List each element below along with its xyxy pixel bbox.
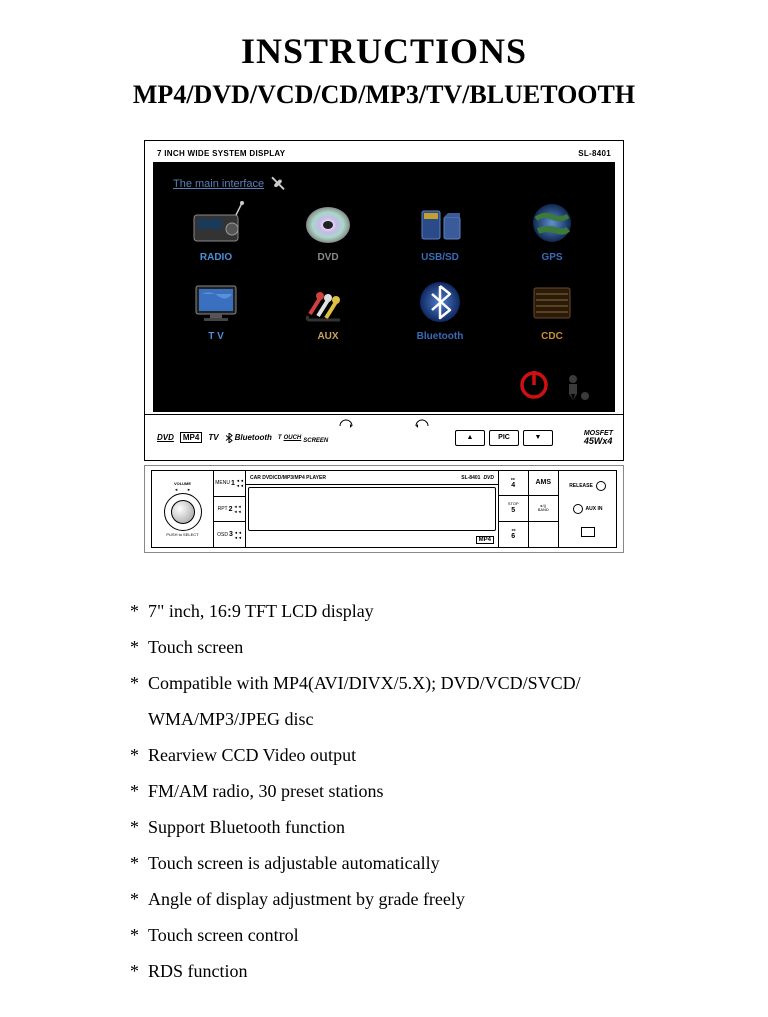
page-subtitle: MP4/DVD/VCD/CD/MP3/TV/BLUETOOTH xyxy=(40,80,728,110)
deck-btn-5[interactable]: STOP5 xyxy=(499,496,529,521)
usbsd-icon xyxy=(410,198,470,248)
app-gps-label: GPS xyxy=(541,252,562,263)
deck-lcd xyxy=(248,487,496,531)
screen-header-left: 7 INCH WIDE SYSTEM DISPLAY xyxy=(157,149,285,158)
screen-display: The main interface RADIO xyxy=(153,162,615,412)
release-button[interactable] xyxy=(596,481,606,491)
feature-item: *Support Bluetooth function xyxy=(130,809,688,845)
deck-center: CAR DVD/CD/MP3/MP4 PLAYER SL-8401 DVD MP… xyxy=(246,471,498,547)
logo-mp4: MP4 xyxy=(180,432,202,443)
deck-wrapper: VOLUME ◄ ► PUSH to SELECT MENU1◄◄◄◄ RPT2… xyxy=(144,465,624,553)
app-usbsd-label: USB/SD xyxy=(421,252,459,263)
app-tv-label: T V xyxy=(208,331,224,342)
page-title: INSTRUCTIONS xyxy=(40,30,728,72)
app-aux: AUX xyxy=(285,277,371,342)
app-dvd: DVD xyxy=(285,198,371,263)
deck-left-buttons: MENU1◄◄◄◄ RPT2◄◄◄◄ OSD3◄◄◄◄ xyxy=(214,471,246,547)
deck-btn-4[interactable]: ▸▸4 xyxy=(499,471,529,496)
radio-icon xyxy=(186,198,246,248)
deck-volume-section: VOLUME ◄ ► PUSH to SELECT xyxy=(152,471,214,547)
screen-header-right: SL-8401 xyxy=(578,149,611,158)
pic-controls: ▲ PIC ▼ xyxy=(455,430,553,446)
deck-btn-empty[interactable] xyxy=(529,522,559,547)
app-cdc: CDC xyxy=(509,277,595,342)
app-bluetooth: Bluetooth xyxy=(397,277,483,342)
feature-item-sub: WMA/MP3/JPEG disc xyxy=(130,701,688,737)
gps-icon xyxy=(522,198,582,248)
features-list: *7" inch, 16:9 TFT LCD display *Touch sc… xyxy=(40,593,728,989)
deck-player-label: CAR DVD/CD/MP3/MP4 PLAYER xyxy=(250,475,326,481)
feature-item: *FM/AM radio, 30 preset stations xyxy=(130,773,688,809)
deck-center-header: CAR DVD/CD/MP3/MP4 PLAYER SL-8401 DVD xyxy=(246,471,498,485)
deck-model: SL-8401 xyxy=(461,475,480,481)
volume-label: VOLUME xyxy=(174,481,191,486)
deck-btn-ams[interactable]: AMS xyxy=(529,471,559,496)
app-dvd-label: DVD xyxy=(317,252,338,263)
logo-dvd: DVD xyxy=(157,433,174,442)
feature-item: *Angle of display adjustment by grade fr… xyxy=(130,881,688,917)
feature-item: *Touch screen control xyxy=(130,917,688,953)
deck-mp4-logo: MP4 xyxy=(476,536,494,544)
pic-down-button[interactable]: ▼ xyxy=(523,430,553,446)
app-icon-grid: RADIO DVD USB/SD xyxy=(173,198,595,342)
deck-btn-band[interactable]: ▸/||BAND xyxy=(529,496,559,521)
pushto-label: PUSH to SELECT xyxy=(166,532,198,537)
deck-btn-menu[interactable]: MENU1◄◄◄◄ xyxy=(214,471,245,497)
person-icon xyxy=(561,372,591,402)
mosfet-bot: 45Wx4 xyxy=(584,437,613,446)
deck-far-right: RELEASE AUX IN xyxy=(558,471,616,547)
app-aux-label: AUX xyxy=(317,331,338,342)
app-radio: RADIO xyxy=(173,198,259,263)
feature-item: *Touch screen is adjustable automaticall… xyxy=(130,845,688,881)
auxin-jack[interactable] xyxy=(573,504,583,514)
deck-btn-osd[interactable]: OSD3◄◄◄◄ xyxy=(214,522,245,547)
tools-icon xyxy=(270,176,286,192)
deck: VOLUME ◄ ► PUSH to SELECT MENU1◄◄◄◄ RPT2… xyxy=(151,470,617,548)
cdc-icon xyxy=(522,277,582,327)
app-usbsd: USB/SD xyxy=(397,198,483,263)
deck-right-buttons: ▸▸4 AMS STOP5 ▸/||BAND ◂◂6 xyxy=(498,471,558,547)
mosfet-label: MOSFET 45Wx4 xyxy=(584,430,613,446)
logo-bluetooth: Bluetooth xyxy=(225,433,272,443)
auxin-row: AUX IN xyxy=(573,504,603,514)
pic-button[interactable]: PIC xyxy=(489,430,519,446)
app-bluetooth-label: Bluetooth xyxy=(417,331,464,342)
logo-tv: TV xyxy=(208,433,218,442)
feature-item: *Touch screen xyxy=(130,629,688,665)
feature-item: *Compatible with MP4(AVI/DIVX/5.X); DVD/… xyxy=(130,665,688,701)
app-gps: GPS xyxy=(509,198,595,263)
screen-header: 7 INCH WIDE SYSTEM DISPLAY SL-8401 xyxy=(153,147,615,162)
pic-up-button[interactable]: ▲ xyxy=(455,430,485,446)
deck-btn-rpt[interactable]: RPT2◄◄◄◄ xyxy=(214,497,245,523)
interface-title: The main interface xyxy=(173,176,595,192)
feature-item: *RDS function xyxy=(130,953,688,989)
deck-btn-6[interactable]: ◂◂6 xyxy=(499,522,529,547)
feature-item: *Rearview CCD Video output xyxy=(130,737,688,773)
sd-slot[interactable] xyxy=(581,527,595,537)
deck-dvd-logo: DVD xyxy=(483,475,494,481)
screen-bezel: 7 INCH WIDE SYSTEM DISPLAY SL-8401 The m… xyxy=(144,140,624,415)
interface-title-text: The main interface xyxy=(173,178,264,190)
app-radio-label: RADIO xyxy=(200,252,232,263)
volume-knob[interactable] xyxy=(164,493,202,531)
sd-row xyxy=(581,527,595,537)
power-icon xyxy=(517,368,551,402)
power-row xyxy=(517,368,591,402)
tilt-icons xyxy=(338,418,430,428)
dvd-icon xyxy=(298,198,358,248)
release-row: RELEASE xyxy=(569,481,606,491)
tv-icon xyxy=(186,277,246,327)
feature-item: *7" inch, 16:9 TFT LCD display xyxy=(130,593,688,629)
logo-touch: TOUCHSCREEN xyxy=(278,432,328,444)
bluetooth-icon xyxy=(410,277,470,327)
app-tv: T V xyxy=(173,277,259,342)
device-illustration: 7 INCH WIDE SYSTEM DISPLAY SL-8401 The m… xyxy=(144,140,624,553)
deck-center-footer: MP4 xyxy=(246,533,498,547)
bezel-logos: DVD MP4 TV Bluetooth TOUCHSCREEN xyxy=(157,432,328,444)
bezel-bar: DVD MP4 TV Bluetooth TOUCHSCREEN ▲ PIC ▼… xyxy=(144,415,624,461)
app-cdc-label: CDC xyxy=(541,331,563,342)
aux-icon xyxy=(298,277,358,327)
